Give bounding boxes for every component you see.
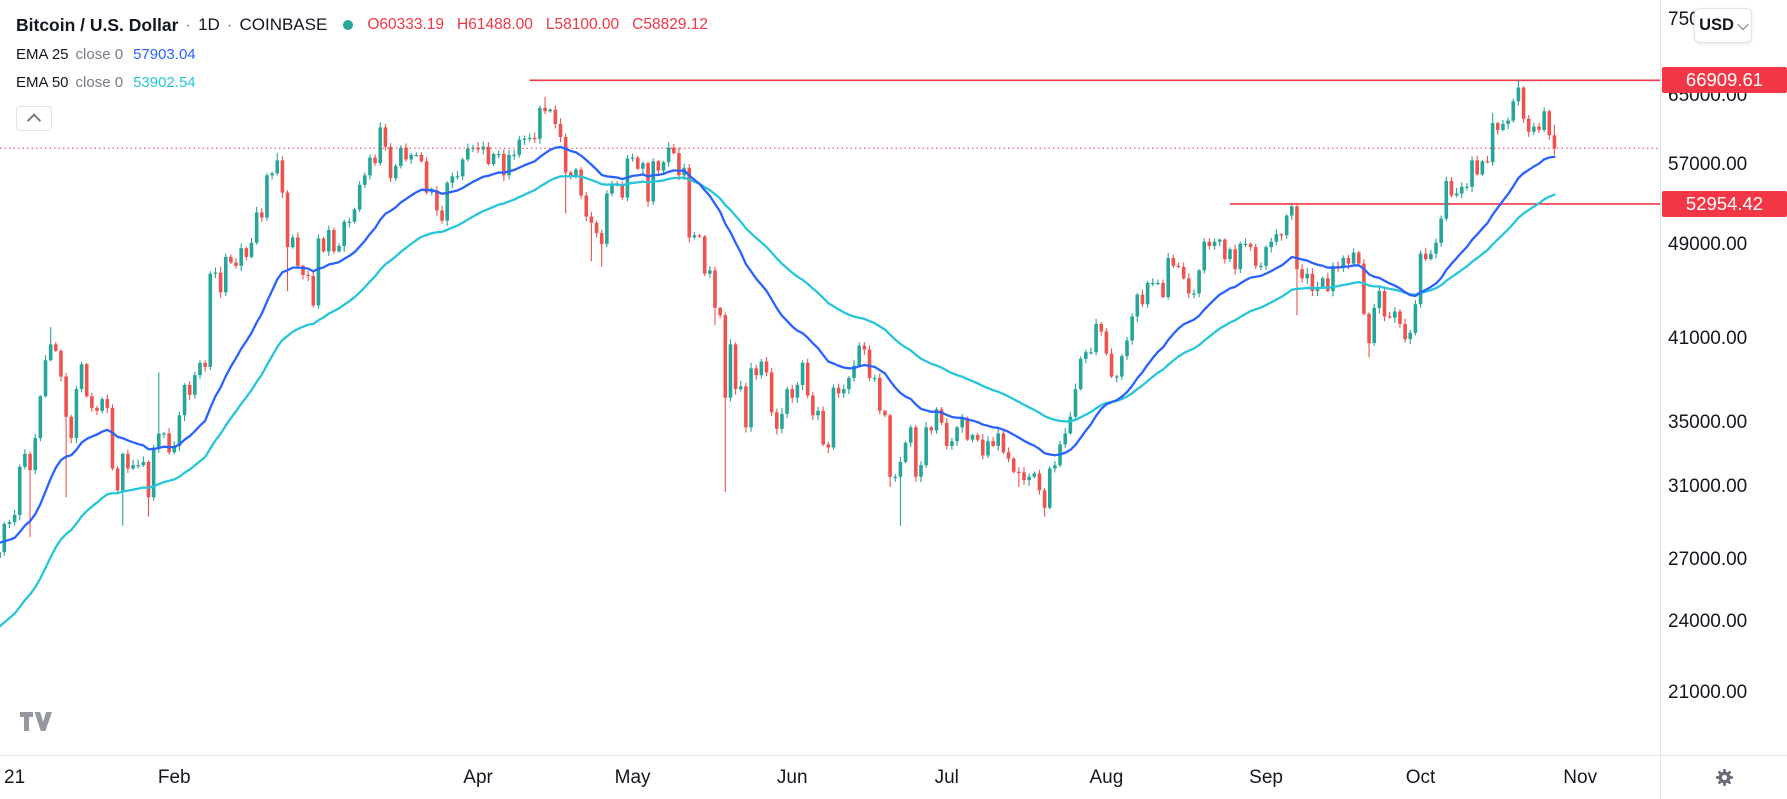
time-axis-label: Aug [1089,766,1124,788]
price-axis-label: 49000.00 [1668,233,1748,255]
price-axis-label: 31000.00 [1668,475,1748,497]
indicator-params: close 0 [75,73,124,91]
indicator-value: 57903.04 [133,45,196,63]
indicator-row-ema25[interactable]: EMA 25 close 0 57903.04 [16,42,721,66]
symbol-legend: Bitcoin / U.S. Dollar · 1D · COINBASE O6… [16,12,721,131]
time-axis-label: May [614,766,651,788]
ohlc-high: H61488.00 [457,16,533,33]
ohlc-low: L58100.00 [545,16,620,33]
price-axis-label: 27000.00 [1668,548,1748,570]
chart-plot-area[interactable]: Bitcoin / U.S. Dollar · 1D · COINBASE O6… [0,0,1660,755]
axis-corner [1660,755,1787,799]
currency-label: USD [1699,16,1734,34]
price-axis-label: 21000.00 [1668,681,1748,703]
price-axis-label: 57000.00 [1668,154,1748,175]
chevron-down-icon [1737,18,1749,30]
time-axis-label: Jul [934,766,959,788]
indicator-params: close 0 [75,45,124,63]
time-axis[interactable]: 21 Feb Apr May Jun Jul Aug Sep Oct Nov [0,755,1660,799]
time-axis-label: Oct [1405,766,1436,788]
chevron-up-icon [26,112,42,127]
price-level-label[interactable]: 52954.42 [1662,190,1787,217]
settings-gear-button[interactable] [1714,767,1735,788]
indicator-value: 53902.54 [133,73,196,91]
ohlc-open: O60333.19 [367,16,445,33]
time-axis-label: Feb [157,766,191,788]
market-status-icon [343,20,354,30]
separator: · [226,15,233,34]
symbol-title[interactable]: Bitcoin / U.S. Dollar [16,14,179,35]
time-axis-label: Jun [776,766,808,788]
price-axis-label: 41000.00 [1668,328,1748,350]
tradingview-logo-icon [20,712,52,731]
currency-selector-button[interactable]: USD [1694,8,1752,43]
tradingview-logo[interactable] [18,708,52,738]
indicator-name: EMA 50 [16,73,69,91]
price-level-label[interactable]: 66909.61 [1662,67,1787,94]
gear-icon [1715,768,1734,787]
interval-label[interactable]: 1D [198,15,220,34]
price-axis-label: 35000.00 [1668,411,1748,433]
price-chart-canvas[interactable] [0,0,1660,755]
ohlc-close: C58829.12 [632,16,709,33]
indicator-name: EMA 25 [16,45,69,63]
legend-collapse-button[interactable] [16,106,52,131]
price-axis-label: 24000.00 [1668,611,1748,633]
separator: · [185,15,192,34]
indicator-row-ema50[interactable]: EMA 50 close 0 53902.54 [16,70,721,94]
time-axis-label: Sep [1249,766,1283,788]
time-axis-label: 21 [4,766,26,788]
symbol-info-row: Bitcoin / U.S. Dollar · 1D · COINBASE O6… [16,12,721,38]
time-axis-label: Apr [463,766,493,788]
price-axis[interactable]: 75000.0065000.0057000.0049000.0041000.00… [1660,0,1787,755]
exchange-label: COINBASE [239,15,328,34]
time-axis-label: Nov [1563,766,1598,788]
